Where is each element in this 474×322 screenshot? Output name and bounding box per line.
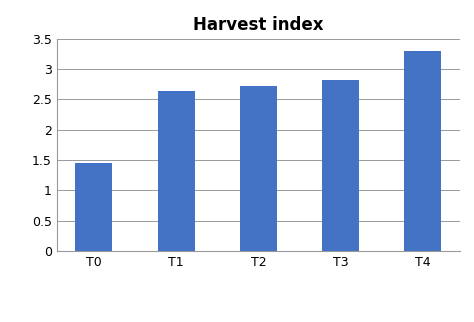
Title: Harvest index: Harvest index	[193, 16, 324, 34]
Bar	[404, 51, 441, 251]
Bar	[240, 86, 277, 251]
Bar	[322, 80, 359, 251]
Bar	[157, 91, 194, 251]
Bar	[75, 163, 112, 251]
